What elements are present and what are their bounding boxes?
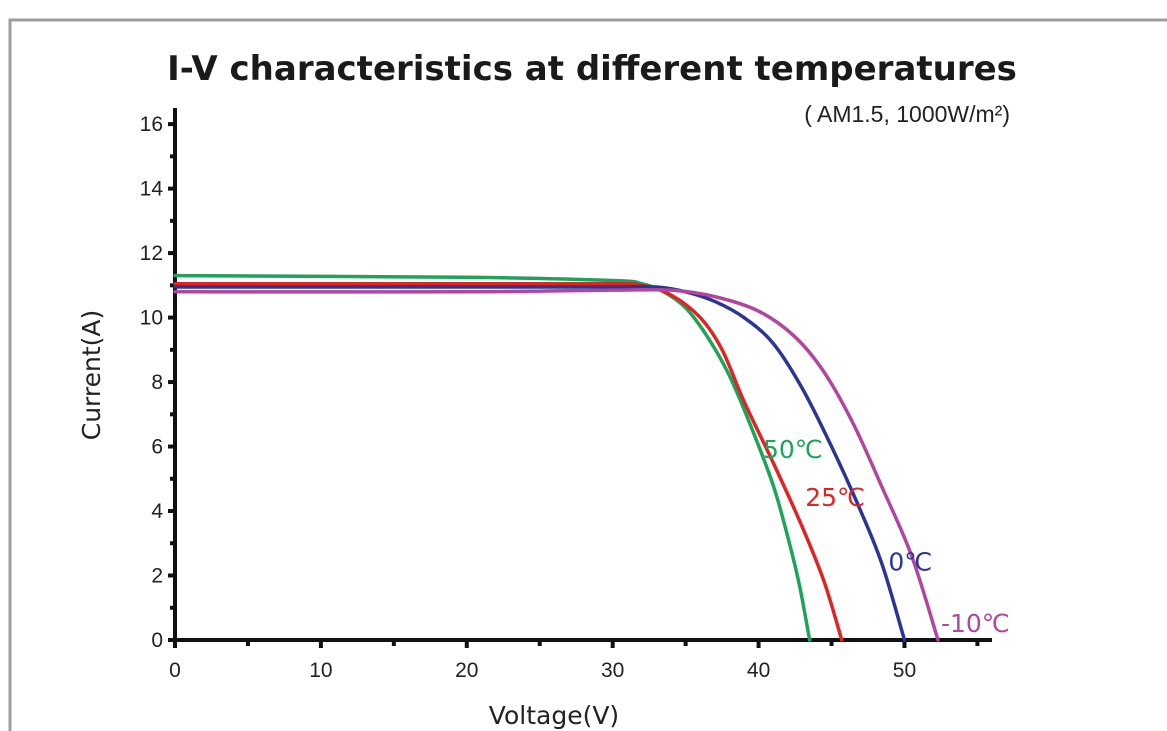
image-border xyxy=(8,18,1167,731)
y-tick-label: 8 xyxy=(151,371,163,394)
y-tick-label: 2 xyxy=(151,565,163,588)
y-tick-label: 6 xyxy=(151,436,163,459)
y-tick-label: 4 xyxy=(151,500,163,523)
series-line-0 xyxy=(173,273,812,642)
series-line-2 xyxy=(173,284,907,642)
series-label-0: 50℃ xyxy=(763,435,823,464)
x-tick-label: 0 xyxy=(169,659,181,682)
series-label-1: 25℃ xyxy=(805,483,865,512)
series-label-3: -10℃ xyxy=(941,609,1010,638)
series-label-2: 0℃ xyxy=(888,548,932,577)
x-tick-label: 10 xyxy=(309,659,332,682)
x-tick-label: 50 xyxy=(893,659,916,682)
y-tick-label: 12 xyxy=(140,242,163,265)
x-tick-label: 40 xyxy=(747,659,770,682)
x-tick-label: 30 xyxy=(601,659,624,682)
y-tick-label: 10 xyxy=(140,307,163,330)
plot-area: 0 2 4 6 8 10 12 14 16 0 10 20 30 40 50 50℃ 25℃ 0℃ -10℃ xyxy=(140,108,1010,682)
x-axis-title: Voltage(V) xyxy=(489,701,619,730)
y-tick-label: 14 xyxy=(140,178,164,201)
y-axis-title: Current(A) xyxy=(77,310,106,441)
chart-subtitle: ( AM1.5, 1000W/m²) xyxy=(804,101,1010,127)
series-line-1 xyxy=(173,281,844,642)
series-line-3 xyxy=(173,287,940,642)
y-tick-label: 16 xyxy=(140,113,163,136)
y-tick-label: 0 xyxy=(151,629,163,652)
chart-title: I-V characteristics at different tempera… xyxy=(167,49,1017,89)
x-tick-label: 20 xyxy=(455,659,478,682)
